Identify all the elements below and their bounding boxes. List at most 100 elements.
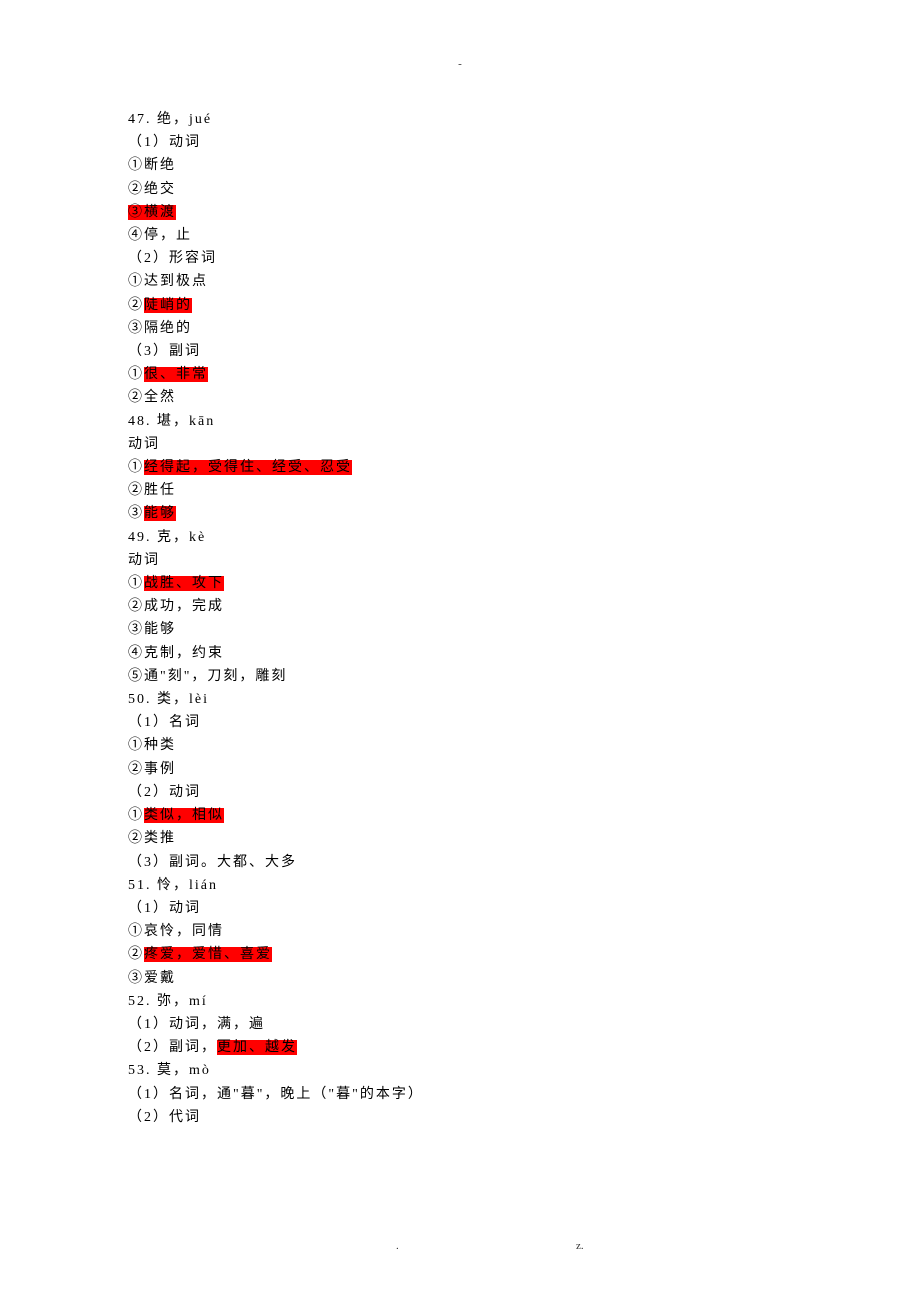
plain-text: ③隔绝的 [128, 321, 192, 336]
highlighted-text: 陡峭的 [144, 298, 192, 313]
plain-text: ②成功，完成 [128, 599, 224, 614]
text-line: ①经得起，受得住、经受、忍受 [128, 456, 808, 479]
plain-text: ③爱戴 [128, 971, 176, 986]
plain-text: ①哀怜，同情 [128, 924, 224, 939]
plain-text: ③ [128, 506, 144, 521]
text-line: ①种类 [128, 734, 808, 757]
highlighted-text: 类似，相似 [144, 808, 224, 823]
plain-text: ④克制，约束 [128, 646, 224, 661]
document-content: 47. 绝，jué（1）动词①断绝②绝交③横渡④停，止（2）形容词①达到极点②陡… [128, 108, 808, 1129]
plain-text: （1）名词 [128, 715, 201, 730]
text-line: 51. 怜，lián [128, 874, 808, 897]
highlighted-text: 很、非常 [144, 367, 208, 382]
plain-text: （1）动词，满，遍 [128, 1017, 265, 1032]
text-line: 52. 弥，mí [128, 990, 808, 1013]
text-line: ①断绝 [128, 154, 808, 177]
plain-text: （3）副词 [128, 344, 201, 359]
plain-text: 动词 [128, 553, 160, 568]
plain-text: （2）形容词 [128, 251, 217, 266]
text-line: （2）副词，更加、越发 [128, 1036, 808, 1059]
text-line: ②陡峭的 [128, 294, 808, 317]
plain-text: ⑤通"刻"，刀刻，雕刻 [128, 669, 287, 684]
plain-text: （2）动词 [128, 785, 201, 800]
plain-text: 50. 类，lèi [128, 692, 209, 707]
plain-text: ②绝交 [128, 182, 176, 197]
plain-text: ③能够 [128, 622, 176, 637]
plain-text: ②胜任 [128, 483, 176, 498]
plain-text: 48. 堪，kān [128, 414, 215, 429]
plain-text: （2）代词 [128, 1110, 201, 1125]
footer-z: z. [576, 1240, 584, 1252]
plain-text: ②全然 [128, 390, 176, 405]
text-line: ①达到极点 [128, 270, 808, 293]
highlighted-text: 更加、越发 [217, 1040, 297, 1055]
plain-text: ①种类 [128, 738, 176, 753]
plain-text: ①断绝 [128, 158, 176, 173]
footer-dot: . [396, 1240, 399, 1252]
plain-text: 52. 弥，mí [128, 994, 208, 1009]
text-line: ③能够 [128, 502, 808, 525]
text-line: （2）动词 [128, 781, 808, 804]
plain-text: ① [128, 808, 144, 823]
text-line: ③爱戴 [128, 967, 808, 990]
plain-text: ② [128, 947, 144, 962]
text-line: ③隔绝的 [128, 317, 808, 340]
plain-text: （1）动词 [128, 135, 201, 150]
plain-text: ②类推 [128, 831, 176, 846]
plain-text: （1）名词，通"暮"，晚上（"暮"的本字） [128, 1087, 424, 1102]
highlighted-text: 经得起，受得住、经受、忍受 [144, 460, 352, 475]
text-line: 动词 [128, 549, 808, 572]
text-line: ②绝交 [128, 178, 808, 201]
highlighted-text: ③横渡 [128, 205, 176, 220]
text-line: ②疼爱，爱惜、喜爱 [128, 943, 808, 966]
text-line: ④克制，约束 [128, 642, 808, 665]
text-line: 50. 类，lèi [128, 688, 808, 711]
text-line: 48. 堪，kān [128, 410, 808, 433]
text-line: （1）名词 [128, 711, 808, 734]
plain-text: ②事例 [128, 762, 176, 777]
text-line: （1）动词 [128, 897, 808, 920]
plain-text: （3）副词。大都、大多 [128, 855, 297, 870]
text-line: ②成功，完成 [128, 595, 808, 618]
header-dash: - [458, 58, 462, 70]
text-line: （1）名词，通"暮"，晚上（"暮"的本字） [128, 1083, 808, 1106]
text-line: ②事例 [128, 758, 808, 781]
plain-text: 49. 克，kè [128, 530, 206, 545]
plain-text: ② [128, 298, 144, 313]
text-line: ②全然 [128, 386, 808, 409]
plain-text: 47. 绝，jué [128, 112, 212, 127]
text-line: ①类似，相似 [128, 804, 808, 827]
text-line: ①很、非常 [128, 363, 808, 386]
text-line: ②胜任 [128, 479, 808, 502]
text-line: 53. 莫，mò [128, 1059, 808, 1082]
text-line: （1）动词，满，遍 [128, 1013, 808, 1036]
highlighted-text: 能够 [144, 506, 176, 521]
text-line: ①哀怜，同情 [128, 920, 808, 943]
plain-text: 动词 [128, 437, 160, 452]
plain-text: ① [128, 460, 144, 475]
text-line: （2）代词 [128, 1106, 808, 1129]
plain-text: ① [128, 576, 144, 591]
plain-text: 51. 怜，lián [128, 878, 218, 893]
text-line: （3）副词 [128, 340, 808, 363]
plain-text: 53. 莫，mò [128, 1063, 211, 1078]
plain-text: ①达到极点 [128, 274, 208, 289]
highlighted-text: 战胜、攻下 [144, 576, 224, 591]
text-line: ④停，止 [128, 224, 808, 247]
text-line: 49. 克，kè [128, 526, 808, 549]
text-line: ②类推 [128, 827, 808, 850]
text-line: ③横渡 [128, 201, 808, 224]
plain-text: （1）动词 [128, 901, 201, 916]
text-line: （2）形容词 [128, 247, 808, 270]
plain-text: ④停，止 [128, 228, 192, 243]
plain-text: （2）副词， [128, 1040, 217, 1055]
text-line: 47. 绝，jué [128, 108, 808, 131]
text-line: 动词 [128, 433, 808, 456]
text-line: （3）副词。大都、大多 [128, 851, 808, 874]
highlighted-text: 疼爱，爱惜、喜爱 [144, 947, 272, 962]
text-line: ⑤通"刻"，刀刻，雕刻 [128, 665, 808, 688]
text-line: ①战胜、攻下 [128, 572, 808, 595]
text-line: （1）动词 [128, 131, 808, 154]
text-line: ③能够 [128, 618, 808, 641]
plain-text: ① [128, 367, 144, 382]
